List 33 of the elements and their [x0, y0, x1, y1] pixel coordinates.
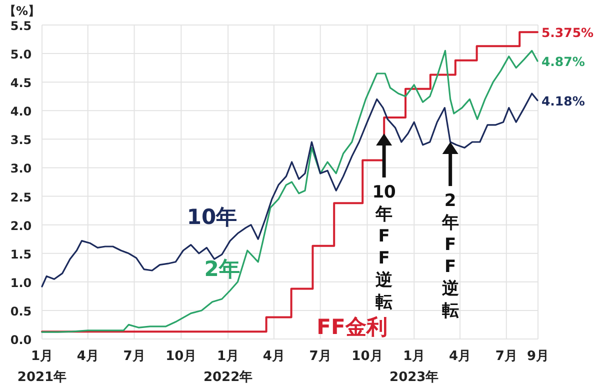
x-tick-label: 7月 [495, 349, 518, 364]
y-tick-label: 2.0 [10, 218, 32, 233]
x-tick-label: 4月 [76, 349, 99, 364]
x-tick-label: 10月 [352, 349, 383, 364]
annotation: 4.18% [541, 93, 586, 108]
x-tick-label: 1月 2021年 [17, 349, 67, 385]
y-tick-label: 1.5 [10, 247, 32, 262]
y-axis-title: 【%】 [4, 4, 40, 18]
y-tick-label: 3.0 [10, 162, 32, 176]
annotation: 10年FF逆転 [372, 182, 396, 312]
x-tick-label: 7月 [309, 349, 332, 364]
y-tick-label: 5.0 [10, 48, 32, 62]
y-tick-label: 4.5 [10, 76, 32, 90]
y-tick-label: 0.0 [10, 333, 32, 347]
y-tick-label: 0.5 [10, 304, 32, 318]
x-tick-label: 10月 [166, 349, 197, 364]
y-tick-label: 5.5 [10, 19, 32, 33]
series-label: 10年 [186, 205, 238, 229]
x-tick-label: 4月 [448, 349, 472, 364]
y-tick-label: 3.5 [10, 133, 32, 148]
annotation: 5.375% [541, 25, 594, 40]
x-tick-label: 1月 2023年 [390, 349, 439, 385]
annotation: 4.87% [541, 54, 586, 69]
annotation: 2年FF逆転 [440, 191, 459, 322]
y-tick-label: 2.5 [10, 190, 32, 204]
x-tick-label: 1月 2022年 [203, 349, 253, 385]
x-tick-label: 4月 [262, 349, 285, 364]
y-tick-label: 4.0 [10, 104, 32, 119]
x-tick-label: 7月 [123, 349, 146, 364]
y-tick-label: 1.0 [10, 276, 32, 290]
x-tick-label: 9月 [526, 349, 550, 364]
series-label: FF金利 [316, 315, 388, 339]
series-label: 2年 [204, 257, 240, 281]
